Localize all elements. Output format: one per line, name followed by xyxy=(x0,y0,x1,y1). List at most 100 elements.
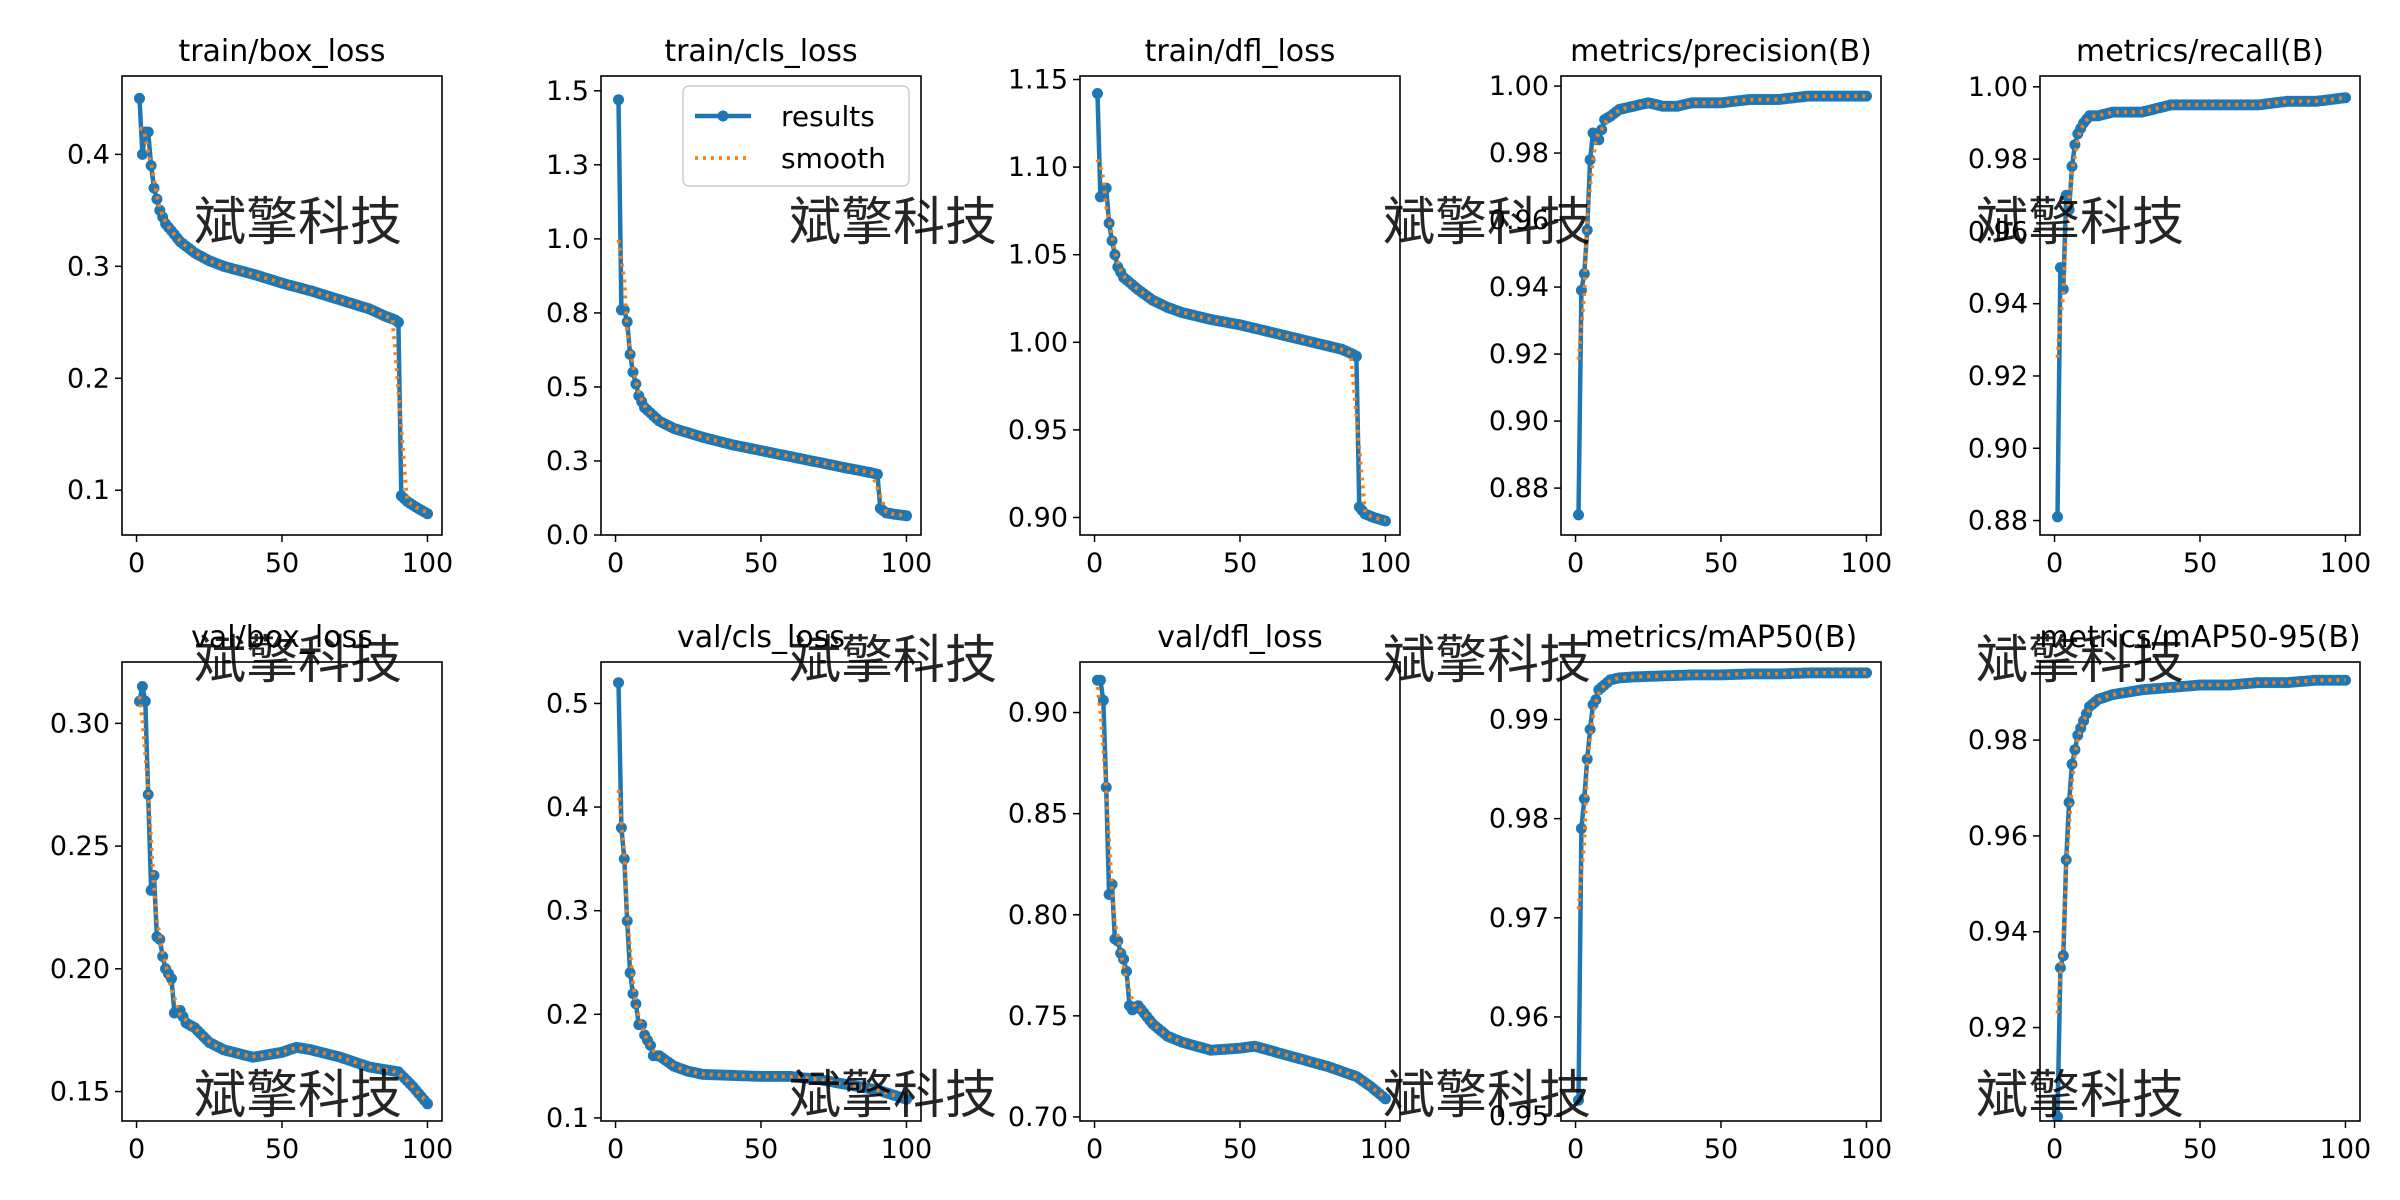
x-tick-label: 50 xyxy=(744,548,778,579)
watermark-text: 斌擎科技 xyxy=(1976,1066,2184,1126)
watermark-text: 斌擎科技 xyxy=(1383,631,1591,691)
chart-panel-val-dfl-loss: val/dfl_loss 0 50 100 0.70 0.75 0.80 0.85 0.90 xyxy=(1008,620,1411,1165)
legend-smooth-label: smooth xyxy=(781,142,886,175)
chart-title: metrics/mAP50-95(B) xyxy=(2039,620,2360,655)
watermark-text: 斌擎科技 xyxy=(194,193,402,253)
x-tick-label: 100 xyxy=(881,548,933,579)
results-point xyxy=(134,92,145,104)
results-point xyxy=(618,853,630,865)
chart-panel-train-dfl-loss: train/dfl_loss 0 50 100 0.90 0.95 1.00 1.05 1.10… xyxy=(1008,34,1411,579)
x-tick-label: 100 xyxy=(1841,548,1893,579)
x-tick-label: 50 xyxy=(2183,548,2217,579)
y-tick-label: 0.3 xyxy=(546,896,589,927)
y-tick-label: 0.30 xyxy=(50,708,110,739)
chart-title: val/dfl_loss xyxy=(1157,620,1322,655)
y-tick-label: 0.2 xyxy=(67,363,110,394)
chart-title: train/dfl_loss xyxy=(1145,34,1336,69)
results-point xyxy=(422,1098,433,1110)
y-tick-label: 0.80 xyxy=(1008,900,1068,931)
x-tick-label: 50 xyxy=(2183,1134,2217,1165)
results-point xyxy=(2057,283,2069,295)
results-line xyxy=(1576,670,1867,1101)
smooth-line xyxy=(1576,94,1867,360)
plot-area xyxy=(2052,92,2351,523)
results-point xyxy=(1106,878,1118,890)
y-tick-label: 0.96 xyxy=(1489,1002,1549,1033)
y-tick-label: 0.88 xyxy=(1968,506,2028,537)
y-tick-label: 1.15 xyxy=(1008,65,1068,96)
results-line xyxy=(1576,93,1867,515)
results-point xyxy=(613,677,624,689)
y-tick-label: 0.94 xyxy=(1489,272,1549,303)
y-tick-label: 0.98 xyxy=(1968,725,2028,756)
results-point xyxy=(1094,674,1106,686)
y-tick-label: 0.90 xyxy=(1008,502,1068,533)
smooth-line xyxy=(2055,678,2346,1014)
plot-area xyxy=(1092,674,1391,1105)
results-point xyxy=(645,1039,656,1051)
y-tick-label: 0.96 xyxy=(1968,216,2028,247)
results-point xyxy=(148,182,160,194)
results-point xyxy=(1575,823,1587,834)
smooth-line xyxy=(1095,686,1387,1099)
smooth-line xyxy=(1576,671,1867,910)
plot-area xyxy=(2052,674,2351,1121)
x-tick-label: 100 xyxy=(402,548,454,579)
y-tick-label: 0.95 xyxy=(1008,415,1068,446)
smooth-line xyxy=(616,239,907,518)
watermark-text: 斌擎科技 xyxy=(789,193,997,253)
x-tick-label: 100 xyxy=(402,1134,454,1165)
chart-title: train/cls_loss xyxy=(664,34,857,69)
x-tick-label: 0 xyxy=(1086,548,1103,579)
y-tick-label: 1.05 xyxy=(1008,240,1068,271)
y-tick-label: 1.5 xyxy=(546,76,589,107)
y-tick-label: 0.3 xyxy=(67,251,110,282)
results-point xyxy=(613,94,624,106)
y-tick-label: 0.90 xyxy=(1489,406,1549,437)
results-point xyxy=(1092,88,1103,99)
y-tick-label: 1.3 xyxy=(546,150,589,181)
axes-frame xyxy=(1560,75,1882,536)
y-tick-label: 0.96 xyxy=(1968,821,2028,852)
y-tick-label: 0.90 xyxy=(1008,698,1068,729)
results-point xyxy=(136,148,148,160)
results-point xyxy=(145,884,157,896)
y-tick-label: 0.95 xyxy=(1489,1101,1549,1132)
axes-frame xyxy=(2039,75,2361,536)
watermark-text: 斌擎科技 xyxy=(1976,631,2184,691)
y-tick-label: 0.92 xyxy=(1489,339,1549,370)
y-tick-label: 0.4 xyxy=(546,792,589,823)
y-tick-label: 0.90 xyxy=(1968,433,2028,464)
results-line xyxy=(137,98,429,516)
results-point xyxy=(2052,511,2063,523)
watermark-text: 斌擎科技 xyxy=(1976,193,2184,253)
results-point xyxy=(871,468,883,480)
chart-title: train/box_loss xyxy=(178,34,385,69)
results-point xyxy=(136,681,148,692)
x-tick-label: 0 xyxy=(128,548,145,579)
results-point xyxy=(630,998,642,1010)
y-tick-label: 1.10 xyxy=(1008,152,1068,183)
axes-frame xyxy=(1560,661,1882,1122)
watermark-text: 斌擎科技 xyxy=(789,1066,997,1126)
watermark-text: 斌擎科技 xyxy=(1383,193,1591,253)
y-tick-label: 0.75 xyxy=(1008,1001,1068,1032)
results-line xyxy=(616,682,908,1102)
results-point xyxy=(1573,1094,1584,1106)
results-point xyxy=(1380,1093,1391,1105)
results-point xyxy=(624,348,636,360)
x-tick-label: 0 xyxy=(1567,548,1584,579)
chart-title: val/box_loss xyxy=(191,620,373,655)
plot-area xyxy=(1573,90,1872,521)
results-point xyxy=(1100,781,1112,793)
x-tick-label: 0 xyxy=(2046,548,2063,579)
x-tick-label: 50 xyxy=(1223,1134,1257,1165)
y-tick-label: 0.96 xyxy=(1489,205,1549,236)
chart-panel-metrics-recall-b: metrics/recall(B) 0 50 100 0.88 0.90 0.92 0.94 0… xyxy=(1968,34,2371,579)
x-tick-label: 50 xyxy=(1704,548,1738,579)
chart-title: metrics/precision(B) xyxy=(1570,34,1872,69)
y-tick-label: 0.8 xyxy=(546,298,589,329)
results-point xyxy=(2063,796,2075,808)
